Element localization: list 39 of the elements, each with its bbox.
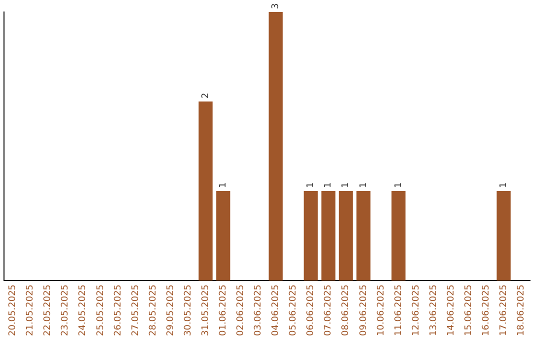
data-label: 2 <box>200 92 211 98</box>
x-tick-label: 13.06.2025 <box>428 284 439 336</box>
data-label: 1 <box>341 182 352 188</box>
x-tick-label: 16.06.2025 <box>482 284 492 336</box>
x-tick-label: 31.05.2025 <box>200 284 211 336</box>
x-tick-label: 08.06.2025 <box>341 284 352 336</box>
x-tick-label: 11.06.2025 <box>394 284 404 336</box>
x-tick-label: 25.05.2025 <box>96 284 106 336</box>
x-tick-label: 09.06.2025 <box>358 284 369 336</box>
x-tick-label: 18.06.2025 <box>516 284 527 336</box>
x-tick-label: 15.06.2025 <box>464 284 474 336</box>
x-tick-label: 10.06.2025 <box>376 284 386 336</box>
x-tick-label: 07.06.2025 <box>324 284 334 336</box>
x-tick-label: 14.06.2025 <box>446 284 456 336</box>
x-tick-label: 21.05.2025 <box>26 284 36 336</box>
data-label: 1 <box>499 182 510 188</box>
x-tick-label: 02.06.2025 <box>236 284 246 336</box>
x-tick-label: 28.05.2025 <box>148 284 158 336</box>
x-tick-label: 05.06.2025 <box>288 284 299 336</box>
x-tick-label: 29.05.2025 <box>166 284 176 336</box>
data-label: 1 <box>218 182 229 188</box>
x-tick-label: 30.05.2025 <box>183 284 194 336</box>
x-tick-label: 27.05.2025 <box>130 284 141 336</box>
data-label: 1 <box>394 182 404 188</box>
data-label: 3 <box>271 3 282 9</box>
x-tick-label: 24.05.2025 <box>78 284 88 336</box>
x-tick-label: 12.06.2025 <box>411 284 422 336</box>
x-tick-label: 04.06.2025 <box>271 284 282 336</box>
data-label: 1 <box>306 182 316 188</box>
x-tick-label: 01.06.2025 <box>218 284 229 336</box>
x-tick-label: 26.05.2025 <box>113 284 124 336</box>
x-tick-label: 20.05.2025 <box>8 284 18 336</box>
x-tick-label: 03.06.2025 <box>254 284 264 336</box>
x-tick-label: 23.05.2025 <box>60 284 71 336</box>
x-tick-label: 06.06.2025 <box>306 284 316 336</box>
x-tick-label: 17.06.2025 <box>499 284 510 336</box>
data-label: 1 <box>358 182 369 188</box>
data-label: 1 <box>324 182 334 188</box>
x-tick-label: 22.05.2025 <box>43 284 54 336</box>
